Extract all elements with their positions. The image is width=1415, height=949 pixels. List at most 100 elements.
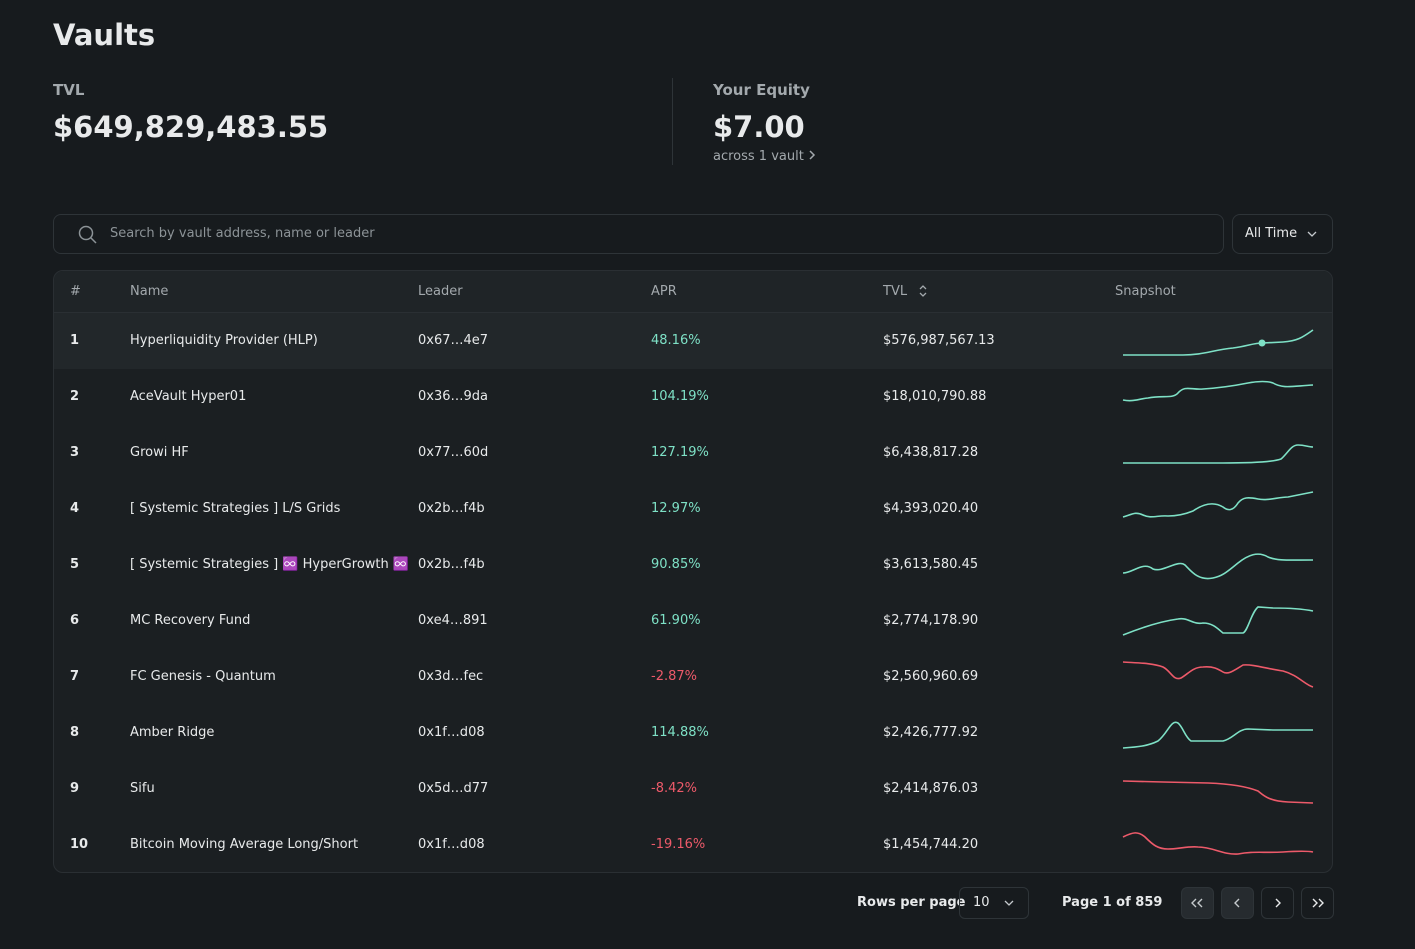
column-header: APR: [651, 284, 677, 299]
table-row[interactable]: 4 [ Systemic Strategies ] L/S Grids 0x2b…f…: [54, 481, 1332, 537]
rank: 4: [70, 501, 80, 516]
table-row[interactable]: 10 Bitcoin Moving Average Long/Short 0x1f……: [54, 817, 1332, 872]
rank: 10: [70, 837, 89, 852]
stat-value: $649,829,483.55: [53, 110, 329, 144]
vault-name: Growi HF: [130, 445, 189, 460]
rank: 8: [70, 725, 80, 740]
tvl: $2,774,178.90: [883, 613, 979, 628]
vault-name: Amber Ridge: [130, 725, 215, 740]
table-row[interactable]: 3 Growi HF 0x77…60d 127.19% $6,438,817.28: [54, 425, 1332, 481]
stat-label: Your Equity: [713, 81, 810, 99]
page-indicator: Page 1 of 859: [1062, 895, 1163, 910]
apr: -2.87%: [651, 669, 697, 684]
rank: 7: [70, 669, 80, 684]
sparkline: [1123, 329, 1314, 356]
rank: 2: [70, 389, 80, 404]
leader: 0x77…60d: [418, 445, 489, 460]
tvl: $1,454,744.20: [883, 837, 979, 852]
column-header: Name: [130, 284, 169, 299]
column-header: Snapshot: [1115, 284, 1176, 299]
tvl: $2,426,777.92: [883, 725, 979, 740]
stat-note: across 1 vault: [713, 149, 804, 164]
table-row[interactable]: 5 [ Systemic Strategies ] ♾️ HyperGrowth …: [54, 537, 1332, 593]
vault-table: # Name Leader APR TVL Snapshot 1 Hyperliquidity…: [53, 270, 1333, 873]
prev-page[interactable]: [1221, 887, 1254, 919]
apr: 104.19%: [651, 389, 709, 404]
stat-value: $7.00: [713, 110, 805, 144]
rank: 1: [70, 333, 80, 348]
leader: 0x1f…d08: [418, 725, 485, 740]
tvl: $576,987,567.13: [883, 333, 995, 348]
rows-value: 10: [973, 895, 990, 910]
icon: [1234, 898, 1240, 908]
stat-label: TVL: [53, 81, 85, 99]
table-row[interactable]: 9 Sifu 0x5d…d77 -8.42% $2,414,876.03: [54, 761, 1332, 817]
sparkline: [1122, 661, 1314, 688]
rows-label: Rows per page: [857, 895, 966, 910]
filter-label: All Time: [1245, 226, 1298, 241]
column-header: #: [70, 284, 81, 299]
apr: -19.16%: [651, 837, 706, 852]
first-page[interactable]: [1181, 887, 1214, 919]
sort-icon[interactable]: [909, 284, 939, 298]
icon: [1191, 898, 1203, 908]
vault-name: FC Genesis - Quantum: [130, 669, 276, 684]
tvl: $2,560,960.69: [883, 669, 979, 684]
last-page[interactable]: [1301, 887, 1334, 919]
leader: 0x67…4e7: [418, 333, 489, 348]
search-input[interactable]: Search by vault address, name or leader: [53, 214, 1224, 254]
vault-name: [ Systemic Strategies ] ♾️ HyperGrowth ♾…: [130, 557, 410, 572]
rows-select[interactable]: 10: [959, 887, 1029, 919]
sparkline: [1123, 444, 1314, 464]
vault-name: Bitcoin Moving Average Long/Short: [130, 837, 359, 852]
rank: 5: [70, 557, 80, 572]
equity-link[interactable]: across 1 vault: [713, 149, 816, 164]
apr: -8.42%: [651, 781, 697, 796]
chevron: [1004, 900, 1014, 906]
sparkline: [1122, 780, 1314, 804]
table-row[interactable]: 7 FC Genesis - Quantum 0x3d…fec -2.87% $2,56…: [54, 649, 1332, 705]
leader: 0x1f…d08: [418, 837, 485, 852]
leader: 0x2b…f4b: [418, 557, 485, 572]
leader: 0x3d…fec: [418, 669, 484, 684]
sparkline: [1122, 606, 1314, 636]
leader: 0x5d…d77: [418, 781, 489, 796]
rank: 9: [70, 781, 80, 796]
sparkline: [1122, 832, 1314, 855]
sparkline: [1122, 491, 1314, 518]
vault-name: Hyperliquidity Provider (HLP): [130, 333, 318, 348]
table-row[interactable]: 1 Hyperliquidity Provider (HLP) 0x67…4e7 48…: [54, 313, 1332, 369]
sparkline: [1122, 721, 1313, 749]
vault-name: [ Systemic Strategies ] L/S Grids: [130, 501, 341, 516]
apr: 114.88%: [651, 725, 709, 740]
rank: 3: [70, 445, 80, 460]
apr: 61.90%: [651, 613, 701, 628]
sparkline: [1122, 380, 1314, 402]
sparkline: [1122, 553, 1314, 580]
vault-name: Sifu: [130, 781, 155, 796]
tvl: $18,010,790.88: [883, 389, 987, 404]
icon: [1275, 898, 1281, 908]
rank: 6: [70, 613, 80, 628]
time-filter[interactable]: All Time: [1232, 214, 1333, 254]
apr: 127.19%: [651, 445, 709, 460]
table-row[interactable]: 2 AceVault Hyper01 0x36…9da 104.19% $18,010,…: [54, 369, 1332, 425]
apr: 48.16%: [651, 333, 701, 348]
page-title: Vaults: [53, 18, 156, 52]
leader: 0xe4…891: [418, 613, 488, 628]
leader: 0x36…9da: [418, 389, 488, 404]
tvl: $6,438,817.28: [883, 445, 979, 460]
vault-name: AceVault Hyper01: [130, 389, 247, 404]
table-header: # Name Leader APR TVL Snapshot: [54, 271, 1332, 313]
icon: [1312, 898, 1324, 908]
next-page[interactable]: [1261, 887, 1294, 919]
apr: 12.97%: [651, 501, 701, 516]
tvl: $3,613,580.45: [883, 557, 979, 572]
search-placeholder: Search by vault address, name or leader: [110, 226, 375, 241]
table-row[interactable]: 8 Amber Ridge 0x1f…d08 114.88% $2,426,777.92: [54, 705, 1332, 761]
table-row[interactable]: 6 MC Recovery Fund 0xe4…891 61.90% $2,774,17…: [54, 593, 1332, 649]
chevron: [809, 150, 816, 160]
vault-name: MC Recovery Fund: [130, 613, 251, 628]
leader: 0x2b…f4b: [418, 501, 485, 516]
